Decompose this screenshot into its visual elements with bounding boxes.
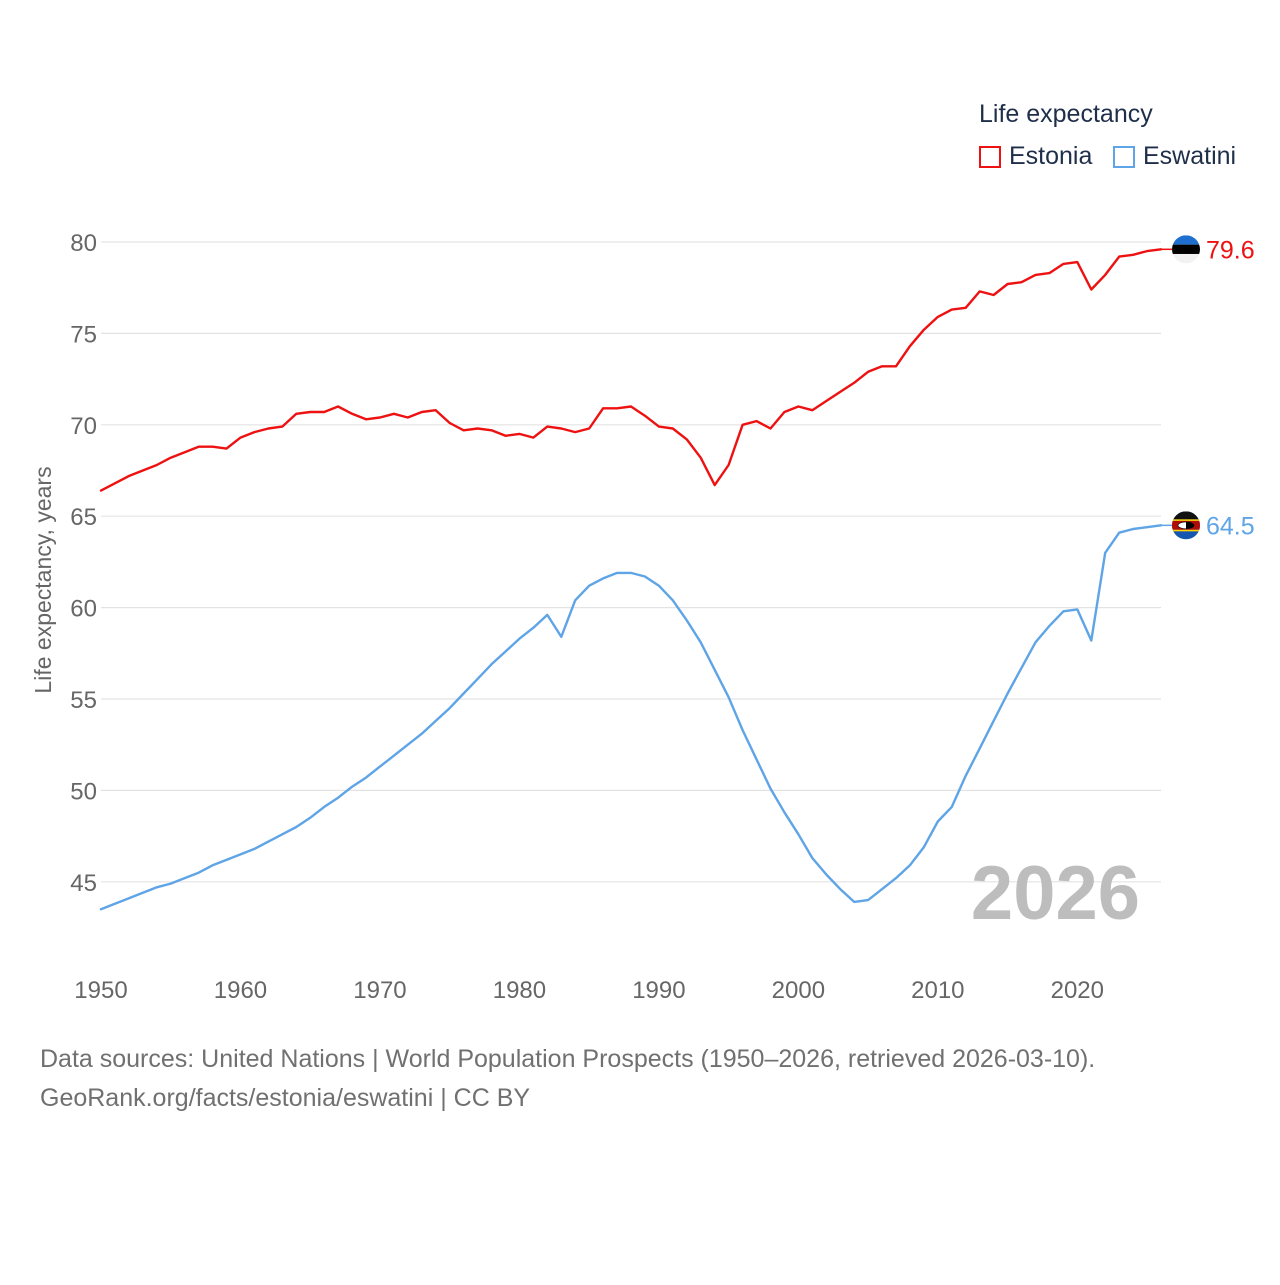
legend-swatch-eswatini xyxy=(1113,145,1135,168)
y-tick-label: 80 xyxy=(70,230,97,257)
legend-item-eswatini[interactable]: Eswatini xyxy=(1113,142,1236,171)
eswatini-end-value-label: 64.5 xyxy=(1206,512,1255,540)
y-tick-label: 55 xyxy=(70,687,97,714)
series-line-estonia xyxy=(99,248,1163,492)
legend-label-eswatini: Eswatini xyxy=(1143,142,1237,170)
series xyxy=(99,248,1172,911)
x-tick-label: 1960 xyxy=(214,977,267,1004)
y-axis-label: Life expectancy, years xyxy=(30,466,56,693)
x-axis: 1950 1960 1970 1980 1990 2000 2010 2020 xyxy=(74,977,1104,1004)
y-tick-label: 70 xyxy=(70,413,97,440)
x-tick-label: 1980 xyxy=(493,977,546,1004)
x-tick-label: 2010 xyxy=(911,977,964,1004)
legend-swatch-estonia xyxy=(979,145,1001,168)
x-tick-label: 1950 xyxy=(74,977,127,1004)
series-line-eswatini xyxy=(99,524,1163,911)
y-tick-label: 50 xyxy=(70,778,97,805)
y-tick-label: 45 xyxy=(70,870,97,897)
x-tick-label: 2020 xyxy=(1051,977,1104,1004)
y-tick-label: 75 xyxy=(70,321,97,348)
estonia-flag-icon xyxy=(1172,235,1200,264)
year-label: 2026 xyxy=(971,851,1140,936)
data-sources-note: Data sources: United Nations | World Pop… xyxy=(40,1045,1096,1073)
grid xyxy=(101,241,1161,883)
y-tick-label: 65 xyxy=(70,504,97,531)
y-axis: 45 50 55 60 65 70 75 80 xyxy=(70,230,97,897)
y-tick-label: 60 xyxy=(70,596,97,623)
eswatini-flag-icon xyxy=(1172,511,1200,540)
estonia-end-value-label: 79.6 xyxy=(1206,236,1255,264)
legend-item-estonia[interactable]: Estonia xyxy=(979,142,1092,171)
legend-label-estonia: Estonia xyxy=(1009,142,1093,170)
legend-title: Life expectancy xyxy=(979,100,1153,128)
x-tick-label: 1990 xyxy=(632,977,685,1004)
credit-link[interactable]: GeoRank.org/facts/estonia/eswatini | CC … xyxy=(40,1084,531,1112)
x-tick-label: 1970 xyxy=(353,977,406,1004)
x-tick-label: 2000 xyxy=(772,977,825,1004)
